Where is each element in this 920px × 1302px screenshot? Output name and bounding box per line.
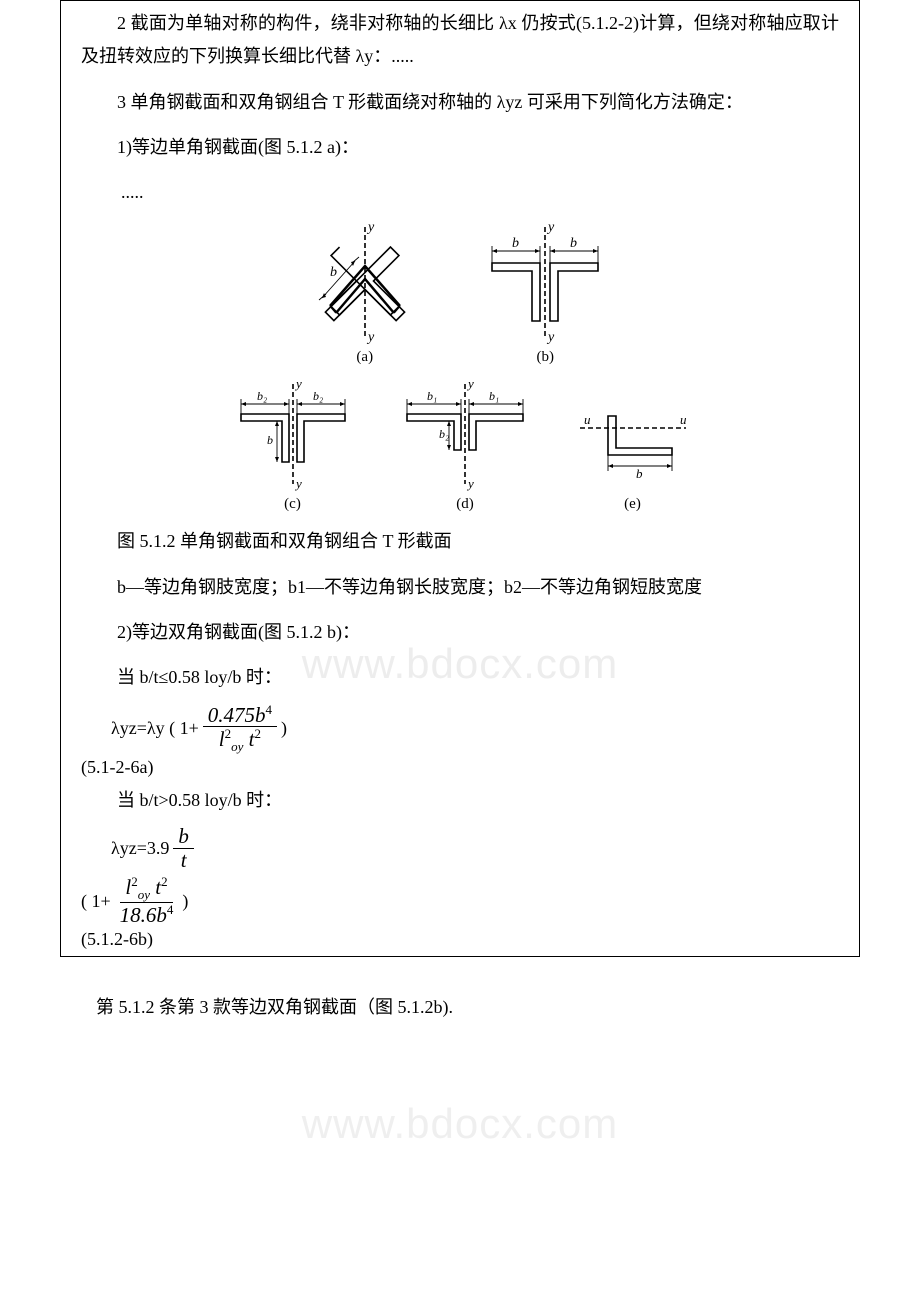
paragraph-1: 2 截面为单轴对称的构件，绕非对称轴的长细比 λx 仍按式(5.1.2-2)计算… xyxy=(61,1,859,80)
figure-a-label: (a) xyxy=(300,349,430,366)
formula-1-suffix: ) xyxy=(281,715,287,742)
watermark-text-2: www.bdocx.com xyxy=(302,1100,618,1148)
svg-text:b: b xyxy=(330,265,337,280)
formula-3-fraction: l2oy t2 18.6b4 xyxy=(115,875,179,927)
f3-num-t-sup: 2 xyxy=(161,874,168,889)
f1-den-l-sub: oy xyxy=(231,740,243,755)
figure-e-label: (e) xyxy=(568,496,698,513)
figure-d-label: (d) xyxy=(395,496,535,513)
formula-2-prefix: λyz=3.9 xyxy=(111,835,169,862)
formula-2-fraction: b t xyxy=(173,825,194,871)
f1-numerator-coef: 0.475b xyxy=(208,703,266,727)
svg-text:b: b xyxy=(512,236,519,251)
figure-b-label: (b) xyxy=(470,349,620,366)
condition-1: 当 b/t≤0.58 loy/b 时： xyxy=(61,655,859,700)
svg-text:y: y xyxy=(466,476,474,491)
svg-text:b₁: b₁ xyxy=(489,389,499,403)
figure-d: b₁ b₁ b₂ y y (d) xyxy=(395,378,535,513)
figure-legend: b—等边角钢肢宽度；b1—不等边角钢长肢宽度；b2—不等边角钢短肢宽度 xyxy=(61,565,859,610)
svg-text:y: y xyxy=(546,330,555,345)
svg-text:b₂: b₂ xyxy=(439,427,449,441)
figure-c: b₂ b₂ b y y (c) xyxy=(223,378,363,513)
paragraph-2: 3 单角钢截面和双角钢组合 T 形截面绕对称轴的 λyz 可采用下列简化方法确定… xyxy=(61,80,859,125)
equation-number-2: (5.1.2-6b) xyxy=(61,929,859,956)
f3-den-sup: 4 xyxy=(167,902,174,917)
svg-text:u: u xyxy=(584,412,591,427)
content-box: 2 截面为单轴对称的构件，绕非对称轴的长细比 λx 仍按式(5.1.2-2)计算… xyxy=(60,0,860,957)
formula-3: ( 1+ l2oy t2 18.6b4 ) xyxy=(61,873,859,929)
svg-text:y: y xyxy=(294,378,302,391)
svg-text:b: b xyxy=(570,236,577,251)
formula-2: λyz=3.9 b t xyxy=(61,823,859,873)
paragraph-outside: 第 5.1.2 条第 3 款等边双角钢截面（图 5.1.2b). xyxy=(60,991,860,1024)
paragraph-3: 1)等边单角钢截面(图 5.1.2 a)： xyxy=(61,125,859,170)
figure-e: u u b (e) xyxy=(568,378,698,513)
svg-text:y: y xyxy=(466,378,474,391)
svg-text:y: y xyxy=(366,330,375,345)
svg-text:y: y xyxy=(366,221,375,235)
svg-text:b₂: b₂ xyxy=(313,389,323,403)
figure-row-2: b₂ b₂ b y y (c) xyxy=(61,372,859,519)
f2-den-t: t xyxy=(181,848,187,872)
paragraph-4: 2)等边双角钢截面(图 5.1.2 b)： xyxy=(61,610,859,655)
ellipsis: ..... xyxy=(61,170,859,215)
f2-num-b: b xyxy=(178,824,189,848)
condition-2: 当 b/t>0.58 loy/b 时： xyxy=(61,778,859,823)
figure-caption: 图 5.1.2 单角钢截面和双角钢组合 T 形截面 xyxy=(61,519,859,564)
figure-a: b y y (a) xyxy=(300,221,430,366)
svg-text:u: u xyxy=(680,412,687,427)
formula-3-prefix: ( 1+ xyxy=(81,888,111,915)
formula-3-suffix: ) xyxy=(182,888,188,915)
svg-text:b₁: b₁ xyxy=(427,389,437,403)
f3-num-l-sub: oy xyxy=(138,887,150,902)
svg-text:b: b xyxy=(636,466,643,481)
formula-1: λyz=λy ( 1+ 0.475b4 l2oy t2 ) xyxy=(61,701,859,757)
svg-text:y: y xyxy=(294,476,302,491)
svg-text:y: y xyxy=(546,221,555,235)
f1-den-t-sup: 2 xyxy=(254,726,261,741)
f1-num-pow: 4 xyxy=(266,702,273,717)
figure-c-label: (c) xyxy=(223,496,363,513)
formula-1-fraction: 0.475b4 l2oy t2 xyxy=(203,703,277,755)
equation-number-1: (5.1-2-6a) xyxy=(61,757,859,778)
svg-text:b₂: b₂ xyxy=(257,389,267,403)
figure-row-1: b y y (a) xyxy=(61,215,859,372)
f3-den-coef: 18.6b xyxy=(120,903,167,927)
formula-1-prefix: λyz=λy ( 1+ xyxy=(111,715,199,742)
figure-b: b b y y (b) xyxy=(470,221,620,366)
svg-text:b: b xyxy=(267,433,273,447)
